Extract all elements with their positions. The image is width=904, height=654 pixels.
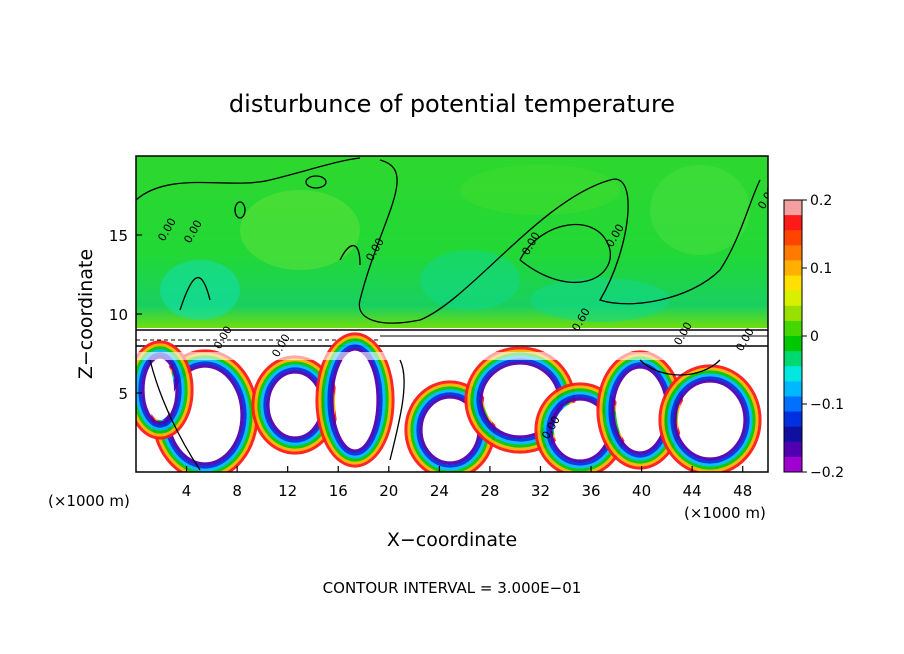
colorbar-swatch	[784, 230, 802, 246]
x-tick-label: 40	[632, 482, 651, 500]
colorbar-tick-label: 0.2	[810, 193, 832, 209]
colorbar-swatch	[784, 396, 802, 413]
x-axis: 4 8 12 16 20 24 28 32 36 40 44 48	[182, 466, 752, 500]
x-unit-left: (×1000 m)	[48, 492, 130, 510]
colorbar: 0.2 0.1 0 −0.1 −0.2	[783, 193, 844, 481]
x-tick-label: 24	[430, 482, 449, 500]
colorbar-swatch	[784, 275, 802, 292]
x-axis-label: X−coordinate	[387, 529, 517, 551]
colorbar-swatch	[784, 456, 802, 473]
colorbar-swatch	[784, 260, 802, 277]
x-tick-label: 32	[531, 482, 550, 500]
colorbar-swatch	[784, 200, 802, 216]
colorbar-swatch	[784, 336, 802, 352]
colorbar-swatch	[784, 426, 802, 443]
x-tick-label: 16	[329, 482, 348, 500]
colorbar-tick-label: −0.1	[810, 397, 844, 413]
colorbar-swatch	[784, 290, 802, 307]
y-axis-label: Z−coordinate	[75, 249, 97, 379]
x-tick-label: 12	[278, 482, 297, 500]
chart-title: disturbunce of potential temperature	[229, 90, 675, 118]
x-tick-label: 28	[480, 482, 499, 500]
y-axis: 5 10 15	[109, 227, 142, 403]
colorbar-swatch	[784, 245, 802, 261]
colorbar-swatch	[784, 381, 802, 397]
x-tick-label: 20	[379, 482, 398, 500]
colorbar-swatch	[784, 441, 802, 458]
x-tick-label: 48	[733, 482, 752, 500]
plot-area: 0.000.00 0.00 0.000.600.00 0.000.000.000.00…	[136, 156, 768, 472]
y-tick-label: 5	[118, 385, 128, 403]
x-tick-label: 36	[581, 482, 600, 500]
y-tick-label: 15	[109, 227, 128, 245]
x-tick-label: 4	[182, 482, 192, 500]
colorbar-swatch	[784, 366, 802, 382]
colorbar-swatch	[784, 411, 802, 428]
eddy-field	[136, 332, 768, 472]
colorbar-swatch	[784, 320, 802, 337]
colorbar-tick-label: 0.1	[810, 261, 832, 277]
x-unit-right: (×1000 m)	[684, 504, 766, 522]
colorbar-swatch	[784, 215, 802, 231]
colorbar-swatch	[784, 351, 802, 367]
x-tick-label: 44	[683, 482, 702, 500]
colorbar-swatch	[784, 305, 802, 322]
x-tick-label: 8	[232, 482, 242, 500]
contour-lines	[136, 157, 761, 471]
y-tick-label: 10	[109, 306, 128, 324]
contour-interval-note: CONTOUR INTERVAL = 3.000E−01	[323, 579, 582, 597]
colorbar-tick-label: 0	[810, 329, 819, 345]
colorbar-tick-label: −0.2	[810, 465, 844, 481]
upper-field-patches	[160, 165, 750, 322]
